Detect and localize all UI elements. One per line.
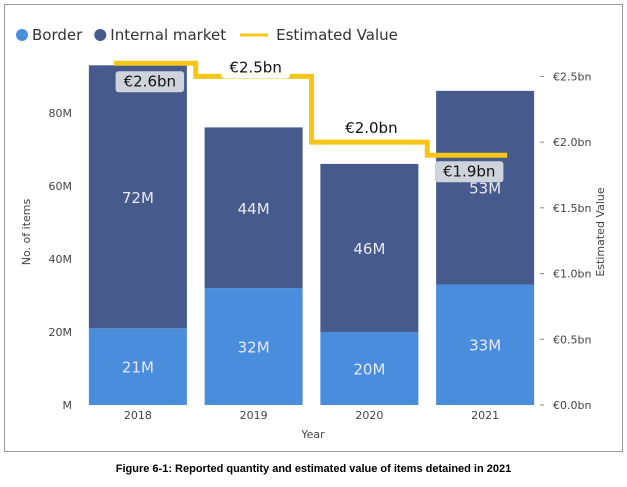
figure-caption: Figure 6-1: Reported quantity and estima…: [115, 463, 512, 475]
bar-border-2020: [320, 331, 419, 405]
y-tick-0: M: [63, 399, 73, 412]
y-tick-1: 20M: [49, 326, 73, 339]
y2-tick-1: €0.5bn: [553, 333, 591, 346]
line-label-2019: €2.5bn: [229, 58, 281, 76]
y-axis-title: No. of items: [20, 199, 33, 266]
data-label-internal-market-2021: 53M: [469, 180, 501, 198]
line-label-box-2020: [337, 118, 406, 140]
y2-tick-3: €1.5bn: [553, 202, 591, 215]
data-label-internal-market-2020: 46M: [353, 240, 385, 258]
bar-internal-market-2021: [436, 90, 535, 285]
legend-label-border: Border: [32, 26, 83, 44]
line-label-box-2019: [221, 57, 290, 79]
legend-swatch-internal-market: [94, 29, 107, 41]
legend-label-internal-market: Internal market: [110, 26, 226, 44]
line-label-2020: €2.0bn: [345, 119, 397, 137]
bar-internal-market-2019: [204, 127, 303, 289]
axes: M 20M 40M 60M 80M €0.0bn €0.5bn €1.0bn €1.5bn €2.…: [20, 70, 607, 441]
y2-tick-2: €1.0bn: [553, 268, 591, 281]
data-label-internal-market-2019: 44M: [238, 200, 270, 218]
line-label-box-2021: [434, 161, 504, 183]
estimated-value-line: [113, 60, 508, 158]
x-tick-2020: 2020: [355, 409, 383, 422]
data-label-border-2020: 20M: [353, 360, 385, 378]
bar-internal-market-2020: [320, 163, 419, 332]
line-label-2018: €2.6bn: [124, 72, 176, 90]
data-label-border-2019: 32M: [238, 339, 270, 357]
y2-tick-0: €0.0bn: [553, 399, 591, 412]
y-tick-2: 40M: [49, 253, 73, 266]
x-tick-2018: 2018: [124, 409, 152, 422]
x-tick-2019: 2019: [240, 409, 268, 422]
legend-label-estimated-value: Estimated Value: [276, 26, 398, 44]
bar-border-2018: [88, 328, 187, 405]
data-label-internal-market-2018: 72M: [122, 189, 154, 207]
x-axis-title: Year: [300, 428, 325, 441]
bar-border-2021: [436, 284, 535, 405]
y2-tick-5: €2.5bn: [553, 70, 591, 83]
data-label-border-2021: 33M: [469, 337, 501, 355]
line-label-box-2018: [115, 71, 185, 93]
bars: 21M 72M 32M 44M 20M 46M 33M 53M: [88, 65, 535, 405]
bar-internal-market-2018: [88, 65, 187, 329]
y2-axis-title: Estimated Value: [594, 187, 607, 277]
y2-tick-4: €2.0bn: [553, 136, 591, 149]
legend: Border Internal market Estimated Value: [16, 26, 398, 44]
estimated-value-line-group: €2.6bn €2.5bn €2.0bn €1.9bn: [113, 57, 508, 183]
line-label-2021: €1.9bn: [443, 162, 495, 180]
x-tick-2021: 2021: [471, 409, 499, 422]
legend-swatch-border: [16, 29, 28, 41]
bar-border-2019: [204, 288, 303, 405]
y-tick-3: 60M: [49, 180, 73, 193]
y-tick-4: 80M: [49, 107, 73, 120]
data-label-border-2018: 21M: [122, 359, 154, 377]
